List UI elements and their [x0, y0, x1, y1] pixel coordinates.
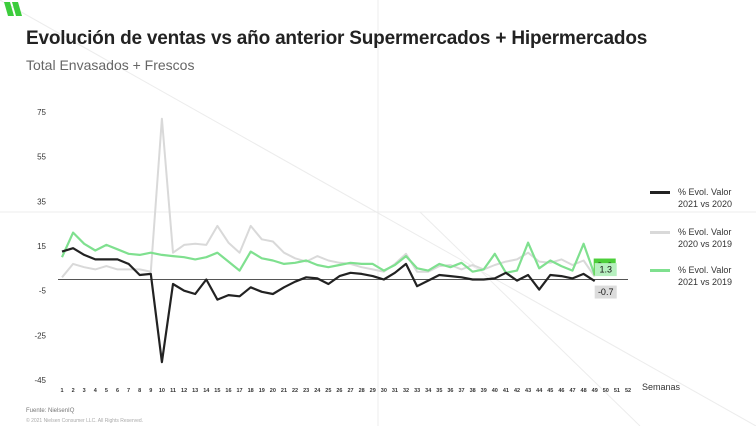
x-tick-label: 29 [370, 388, 376, 394]
series-line-2020-vs-2019 [61, 117, 596, 278]
legend-label-2021-vs-2020: % Evol. Valor 2021 vs 2020 [678, 187, 733, 209]
x-tick-label: 26 [336, 388, 342, 394]
y-tick-label: -45 [34, 376, 46, 385]
x-tick-label: 6 [116, 388, 119, 394]
x-tick-label: 42 [514, 388, 520, 394]
legend-label-2021-vs-2019: % Evol. Valor 2021 vs 2019 [678, 265, 733, 287]
x-tick-label: 51 [614, 388, 620, 394]
x-tick-label: 39 [481, 388, 487, 394]
x-tick-label: 7 [127, 388, 130, 394]
y-tick-label: 15 [37, 242, 46, 251]
x-tick-label: 13 [192, 388, 198, 394]
legend-swatch-2021-vs-2019 [650, 269, 670, 272]
x-tick-label: 43 [525, 388, 531, 394]
x-tick-label: 17 [237, 388, 243, 394]
end-label-2020-vs-2019: 1.3 [599, 265, 612, 275]
x-tick-label: 33 [414, 388, 420, 394]
x-tick-label: 45 [547, 388, 553, 394]
x-tick-label: 38 [470, 388, 476, 394]
chart-title: Evolución de ventas vs año anterior Supe… [26, 28, 648, 49]
x-tick-label: 4 [94, 388, 98, 394]
x-tick-label: 37 [458, 388, 464, 394]
x-tick-label: 50 [603, 388, 609, 394]
x-tick-label: 9 [149, 388, 152, 394]
x-tick-label: 31 [392, 388, 398, 394]
x-tick-label: 20 [270, 388, 276, 394]
x-tick-label: 23 [303, 388, 309, 394]
x-tick-label: 48 [581, 388, 587, 394]
y-tick-label: -5 [39, 287, 47, 296]
x-tick-label: 47 [569, 388, 575, 394]
source-note: Fuente: NielsenIQ [26, 408, 75, 414]
x-tick-label: 2 [72, 388, 75, 394]
x-tick-label: 1 [60, 388, 63, 394]
brand-logo-mark [4, 2, 14, 16]
x-tick-label: 21 [281, 388, 287, 394]
y-tick-label: 55 [37, 153, 46, 162]
x-tick-label: 24 [314, 388, 321, 394]
x-tick-label: 5 [105, 388, 108, 394]
x-tick-label: 10 [159, 388, 165, 394]
x-tick-label: 19 [259, 388, 265, 394]
x-tick-label: 49 [592, 388, 598, 394]
x-tick-label: 30 [381, 388, 387, 394]
x-tick-label: 18 [248, 388, 254, 394]
x-tick-label: 32 [403, 388, 409, 394]
copyright-note: © 2021 Nielsen Consumer LLC. All Rights … [26, 418, 144, 424]
chart-subtitle: Total Envasados + Frescos [26, 57, 195, 73]
x-tick-label: 36 [447, 388, 453, 394]
x-tick-label: 41 [503, 388, 509, 394]
brand-logo-mark [12, 2, 22, 16]
x-tick-label: 34 [425, 388, 432, 394]
x-tick-label: 27 [347, 388, 353, 394]
background-guide-line [419, 211, 641, 427]
x-tick-label: 40 [492, 388, 498, 394]
y-tick-label: 35 [37, 197, 46, 206]
end-label-2020-vs-2019-box [594, 263, 617, 277]
x-tick-label: 25 [325, 388, 331, 394]
legend-label-2020-vs-2019: % Evol. Valor 2020 vs 2019 [678, 227, 733, 249]
series-line-2021-vs-2020 [61, 247, 596, 364]
legend-swatch-2021-vs-2020 [650, 191, 670, 194]
x-tick-label: 16 [225, 388, 231, 394]
y-tick-label: 75 [37, 108, 46, 117]
y-tick-label: -25 [34, 331, 46, 340]
legend-swatch-2020-vs-2019 [650, 231, 670, 234]
x-tick-label: 35 [436, 388, 442, 394]
x-tick-label: 52 [625, 388, 631, 394]
x-tick-label: 12 [181, 388, 187, 394]
x-tick-label: 8 [138, 388, 141, 394]
x-tick-label: 46 [558, 388, 564, 394]
x-tick-label: 15 [214, 388, 220, 394]
end-label-2021-vs-2020-box [594, 285, 617, 299]
x-tick-label: 28 [359, 388, 365, 394]
series-line-2021-vs-2019 [60, 231, 596, 276]
x-tick-label: 3 [83, 388, 86, 394]
x-tick-label: 11 [170, 388, 176, 394]
x-tick-label: 22 [292, 388, 298, 394]
x-axis-title: Semanas [642, 382, 681, 392]
end-label-2021-vs-2020: -0.7 [598, 287, 614, 297]
x-tick-label: 14 [203, 388, 210, 394]
x-tick-label: 44 [536, 388, 543, 394]
